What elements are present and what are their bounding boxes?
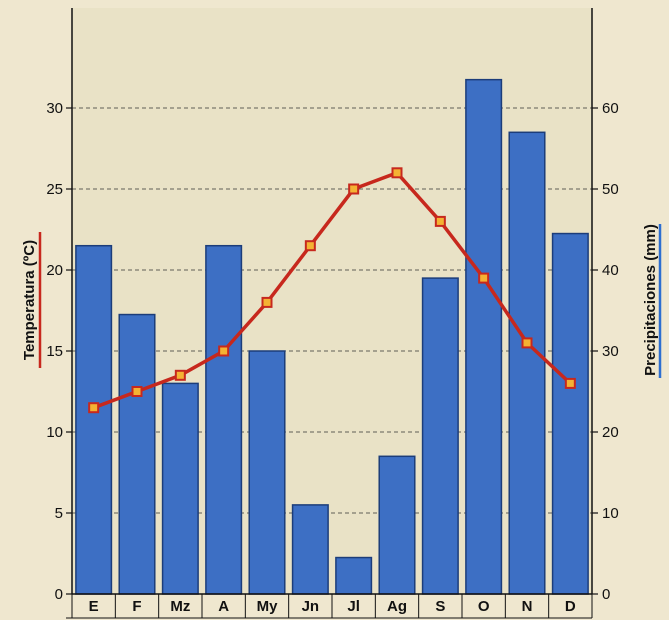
precipitation-bar xyxy=(205,244,243,595)
y-left-tick-label: 0 xyxy=(55,586,63,603)
y-axis-right-title: Precipitaciones (mm) xyxy=(642,224,659,376)
y-axis-left-title: Temperatura (ºC) xyxy=(21,240,38,360)
temperature-point xyxy=(174,369,186,381)
category-label: S xyxy=(435,598,445,615)
category-label: O xyxy=(478,598,490,615)
y-left-tick-label: 10 xyxy=(46,424,63,441)
category-label: N xyxy=(522,598,533,615)
y-right-tick-label: 10 xyxy=(602,505,619,522)
category-label: Jl xyxy=(347,598,360,615)
precipitation-bar xyxy=(75,244,113,595)
category-label: A xyxy=(218,598,229,615)
category-label: Jn xyxy=(302,598,320,615)
y-left-tick-label: 25 xyxy=(46,181,63,198)
category-label: F xyxy=(132,598,141,615)
temperature-line-path xyxy=(93,171,572,410)
temperature-point xyxy=(348,183,360,195)
y-left-tick-label: 20 xyxy=(46,262,63,279)
temperature-point xyxy=(131,386,143,397)
temperature-point xyxy=(218,345,230,357)
axes xyxy=(66,8,593,619)
precipitation-bar xyxy=(291,504,329,595)
tick-labels: 0 5 10 15 20 25 30 0 10 20 30 40 50 60 xyxy=(46,100,618,603)
category-label: E xyxy=(89,598,99,615)
temperature-point xyxy=(261,296,273,308)
precipitation-bar xyxy=(248,350,286,595)
y-right-tick-label: 0 xyxy=(602,586,610,603)
category-label: D xyxy=(565,598,576,615)
y-right-tick-label: 50 xyxy=(602,181,619,198)
precipitation-bar xyxy=(161,382,199,595)
precipitation-bar xyxy=(421,277,459,595)
y-left-tick-label: 30 xyxy=(46,100,63,117)
temperature-line xyxy=(88,167,576,414)
temperature-point xyxy=(478,272,490,284)
precipitation-bar xyxy=(335,556,373,595)
category-labels: E F Mz A My Jn Jl Ag S O N D xyxy=(89,598,576,615)
category-label: Mz xyxy=(170,598,190,615)
category-label: My xyxy=(257,598,278,615)
y-right-tick-label: 20 xyxy=(602,424,619,441)
y-right-tick-label: 40 xyxy=(602,262,619,279)
temperature-point xyxy=(304,240,316,252)
temperature-point xyxy=(434,215,446,227)
temperature-point xyxy=(521,337,533,349)
temperature-point xyxy=(391,167,403,179)
gridlines xyxy=(72,107,592,514)
precipitation-bar xyxy=(508,131,546,595)
precipitation-bar xyxy=(118,313,156,595)
category-label: Ag xyxy=(387,598,407,615)
y-left-tick-label: 15 xyxy=(46,343,63,360)
plot-area xyxy=(72,8,592,594)
temperature-point xyxy=(88,402,100,414)
axis-titles: Temperatura (ºC) Precipitaciones (mm) xyxy=(21,224,662,378)
temperature-point xyxy=(564,377,576,389)
precipitation-bar xyxy=(551,232,589,595)
y-left-tick-label: 5 xyxy=(55,505,63,522)
y-right-tick-label: 30 xyxy=(602,343,619,360)
precipitation-bar xyxy=(465,78,503,595)
precipitation-bar xyxy=(378,455,416,595)
y-right-tick-label: 60 xyxy=(602,100,619,117)
